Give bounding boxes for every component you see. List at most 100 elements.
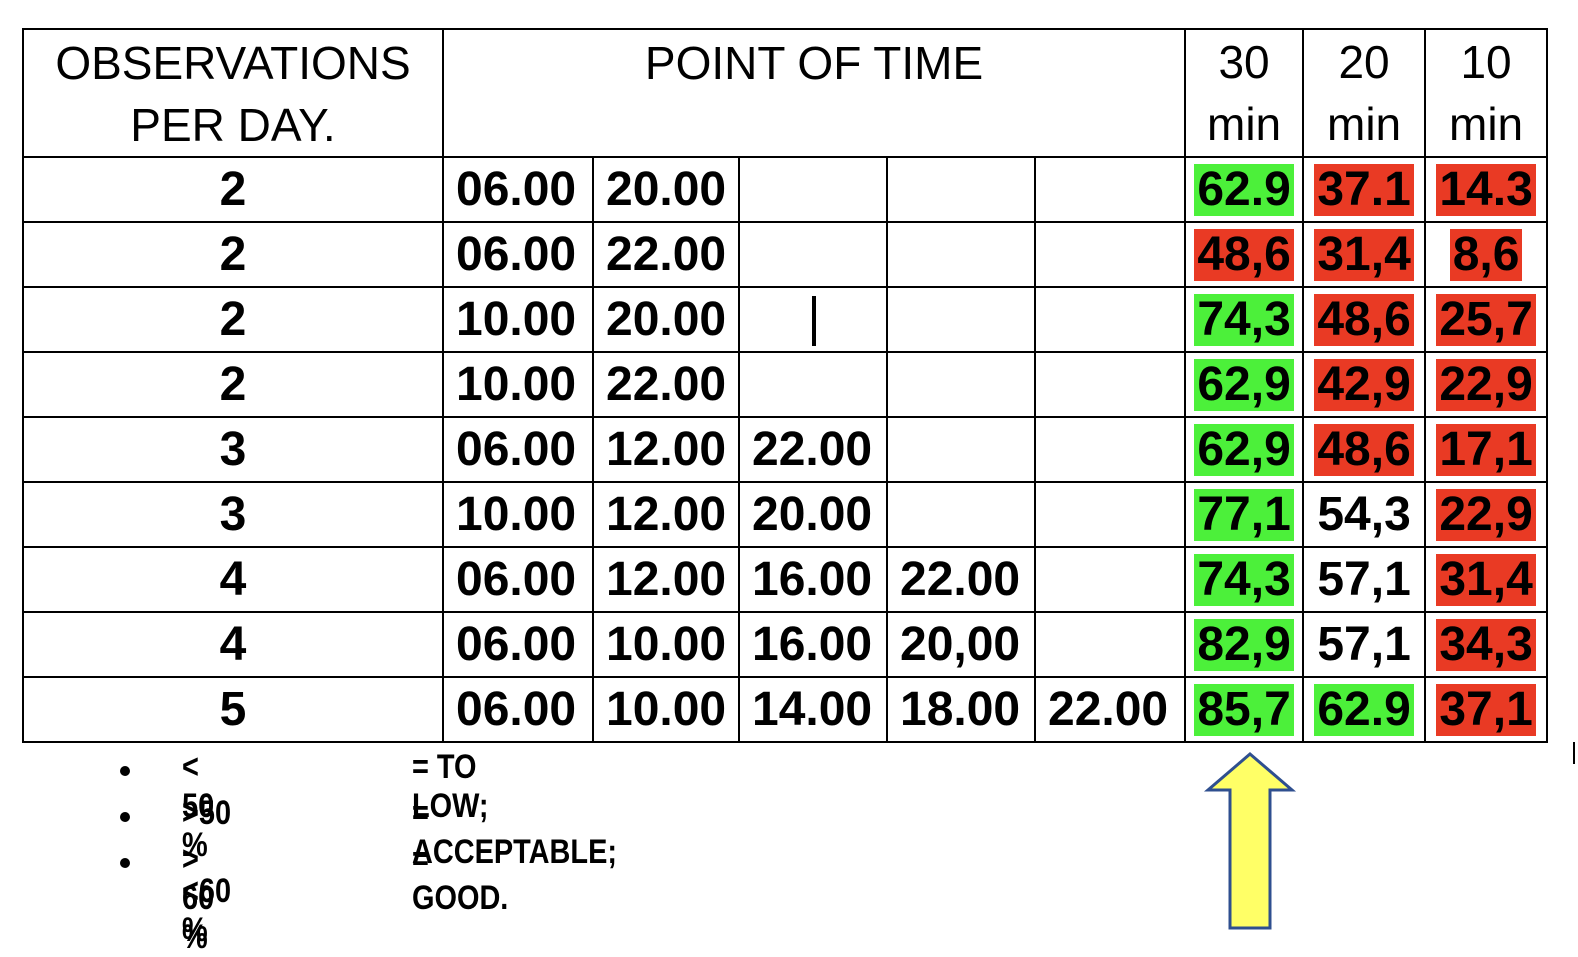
- header-30-bottom: min: [1207, 98, 1282, 150]
- text-cursor-mark: [812, 296, 816, 346]
- time-point-cell: 20.00: [592, 286, 740, 353]
- time-point-cell: 22.00: [592, 351, 740, 418]
- header-point-of-time: POINT OF TIME: [441, 28, 1187, 158]
- value-20-min-cell: 57,1: [1302, 546, 1427, 613]
- header-20-bottom: min: [1327, 98, 1402, 150]
- observations-count-cell: 4: [22, 611, 444, 678]
- legend-range: > 60 %: [182, 840, 215, 956]
- value-30-min-cell: 85,7: [1184, 676, 1305, 743]
- observations-table-container: OBSERVATIONS PER DAY. POINT OF TIME 30 m…: [22, 28, 1549, 743]
- time-point-cell: 20.00: [738, 481, 888, 548]
- time-point-cell: 14.00: [738, 676, 888, 743]
- time-point-cell: [886, 286, 1036, 353]
- table-row: 4 06.00 10.00 16.00 20,00 82,9 57,1 34,3: [22, 611, 1549, 678]
- value-10-min-cell: 14.3: [1424, 156, 1549, 223]
- time-point-cell: [886, 156, 1036, 223]
- observations-table: OBSERVATIONS PER DAY. POINT OF TIME 30 m…: [22, 28, 1549, 743]
- time-point-cell: 22.00: [1033, 676, 1187, 743]
- header-row: OBSERVATIONS PER DAY. POINT OF TIME 30 m…: [22, 28, 1549, 158]
- bullet-icon: [120, 858, 130, 868]
- time-point-cell: 10.00: [592, 611, 740, 678]
- value-badge: 31,4: [1314, 229, 1414, 281]
- table-row: 2 10.00 20.00 74,3 48,6 25,7: [22, 286, 1549, 353]
- time-point-cell: [1033, 221, 1187, 288]
- value-badge: 85,7: [1194, 684, 1294, 736]
- value-30-min-cell: 48,6: [1184, 221, 1305, 288]
- time-point-cell: 06.00: [442, 611, 594, 678]
- header-observations-line2: PER DAY.: [130, 99, 336, 151]
- value-30-min-cell: 62,9: [1184, 351, 1305, 418]
- time-point-cell: [1033, 546, 1187, 613]
- value-10-min-cell: 31,4: [1424, 546, 1549, 613]
- value-badge: 37.1: [1314, 164, 1414, 216]
- table-row: 5 06.00 10.00 14.00 18.00 22.00 85,7 62.9 37,1: [22, 676, 1549, 743]
- value-badge: 57,1: [1317, 618, 1411, 671]
- time-point-cell: [886, 351, 1036, 418]
- value-badge: 14.3: [1436, 164, 1536, 216]
- observations-count-cell: 3: [22, 416, 444, 483]
- value-badge: 74,3: [1194, 554, 1294, 606]
- value-badge: 62.9: [1194, 164, 1294, 216]
- value-badge: 57,1: [1317, 553, 1411, 606]
- value-badge: 17,1: [1436, 424, 1536, 476]
- header-30-top: 30: [1218, 36, 1270, 88]
- value-10-min-cell: 37,1: [1424, 676, 1549, 743]
- time-point-cell: 06.00: [442, 676, 594, 743]
- value-30-min-cell: 82,9: [1184, 611, 1305, 678]
- value-20-min-cell: 57,1: [1302, 611, 1427, 678]
- time-point-cell: 06.00: [442, 546, 594, 613]
- header-30-min: 30 min: [1184, 28, 1305, 158]
- time-point-cell: [738, 221, 888, 288]
- time-point-cell: [1033, 286, 1187, 353]
- legend-range: >50 - <60 %: [182, 794, 232, 949]
- value-20-min-cell: 48,6: [1302, 286, 1427, 353]
- header-10-min: 10 min: [1424, 28, 1549, 158]
- time-point-cell: 10.00: [442, 351, 594, 418]
- time-point-cell: 18.00: [886, 676, 1036, 743]
- value-badge: 48,6: [1194, 229, 1294, 281]
- value-badge: 48,6: [1314, 424, 1414, 476]
- bullet-icon: [120, 766, 130, 776]
- value-badge: 62,9: [1194, 359, 1294, 411]
- table-row: 2 06.00 22.00 48,6 31,4 8,6: [22, 221, 1549, 288]
- time-point-cell: [1033, 351, 1187, 418]
- time-point-cell: [886, 416, 1036, 483]
- value-badge: 22,9: [1436, 359, 1536, 411]
- time-point-cell: 12.00: [592, 481, 740, 548]
- legend-label: = GOOD.: [412, 840, 509, 917]
- value-badge: 82,9: [1194, 619, 1294, 671]
- time-point-cell: 20,00: [886, 611, 1036, 678]
- time-point-cell: 06.00: [442, 221, 594, 288]
- value-badge: 8,6: [1449, 229, 1523, 281]
- header-10-top: 10: [1460, 36, 1512, 88]
- time-point-cell: [886, 481, 1036, 548]
- value-badge: 48,6: [1314, 294, 1414, 346]
- time-point-cell: 22.00: [592, 221, 740, 288]
- table-row: 2 06.00 20.00 62.9 37.1 14.3: [22, 156, 1549, 223]
- value-badge: 22,9: [1436, 489, 1536, 541]
- value-20-min-cell: 54,3: [1302, 481, 1427, 548]
- observations-count-cell: 2: [22, 351, 444, 418]
- table-row: 2 10.00 22.00 62,9 42,9 22,9: [22, 351, 1549, 418]
- value-badge: 37,1: [1436, 684, 1536, 736]
- table-row: 4 06.00 12.00 16.00 22.00 74,3 57,1 31,4: [22, 546, 1549, 613]
- value-30-min-cell: 77,1: [1184, 481, 1305, 548]
- time-point-cell: 12.00: [592, 416, 740, 483]
- header-observations-line1: OBSERVATIONS: [55, 37, 411, 89]
- time-point-cell: [886, 221, 1036, 288]
- bullet-icon: [120, 812, 130, 822]
- time-point-cell: 22.00: [738, 416, 888, 483]
- value-10-min-cell: 8,6: [1424, 221, 1549, 288]
- value-badge: 62.9: [1314, 684, 1414, 736]
- header-20-min: 20 min: [1302, 28, 1427, 158]
- observations-count-cell: 2: [22, 156, 444, 223]
- time-point-cell: [1033, 611, 1187, 678]
- value-20-min-cell: 37.1: [1302, 156, 1427, 223]
- table-row: 3 10.00 12.00 20.00 77,1 54,3 22,9: [22, 481, 1549, 548]
- value-30-min-cell: 74,3: [1184, 546, 1305, 613]
- header-point-of-time-label: POINT OF TIME: [644, 37, 984, 89]
- observations-count-cell: 5: [22, 676, 444, 743]
- time-point-cell: 10.00: [592, 676, 740, 743]
- time-point-cell: [1033, 156, 1187, 223]
- time-point-cell: 16.00: [738, 546, 888, 613]
